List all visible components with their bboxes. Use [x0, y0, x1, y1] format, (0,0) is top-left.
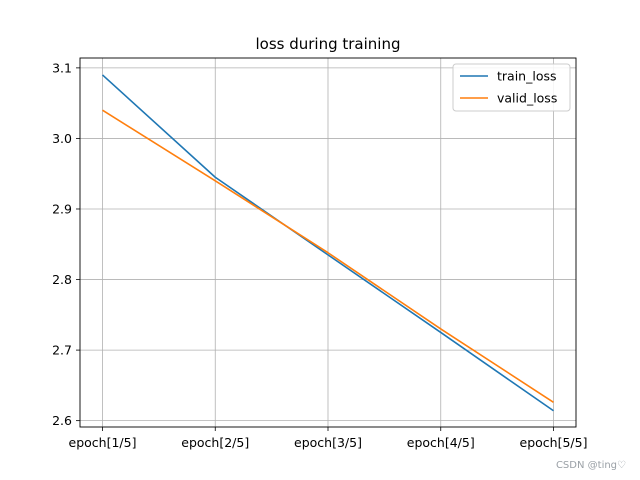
- x-tick-label: epoch[3/5]: [294, 435, 362, 450]
- x-tick-label: epoch[1/5]: [69, 435, 137, 450]
- y-axis-ticks: 2.6 2.7 2.8 2.9 3.0 3.1: [52, 60, 80, 428]
- legend-label: train_loss: [497, 69, 557, 84]
- series-line-valid-loss: [102, 109, 554, 403]
- legend-label: valid_loss: [497, 91, 557, 106]
- series-lines: [101, 74, 554, 412]
- legend: train_loss valid_loss: [452, 63, 571, 112]
- chart-title: loss during training: [255, 35, 400, 53]
- y-tick-label: 2.6: [52, 413, 72, 428]
- x-tick-label: epoch[4/5]: [407, 435, 475, 450]
- grid-lines: [80, 58, 576, 427]
- y-tick-label: 3.0: [52, 131, 72, 146]
- x-tick-label: epoch[2/5]: [181, 435, 249, 450]
- y-tick-label: 3.1: [52, 60, 72, 75]
- y-tick-label: 2.9: [52, 201, 72, 216]
- y-tick-label: 2.8: [52, 272, 72, 287]
- x-axis-ticks: epoch[1/5] epoch[2/5] epoch[3/5] epoch[4/5]…: [69, 427, 588, 450]
- x-tick-label: epoch[5/5]: [520, 435, 588, 450]
- watermark-text: CSDN @ting♡: [555, 460, 626, 471]
- y-tick-label: 2.7: [52, 343, 72, 358]
- series-line-train-loss: [101, 74, 554, 412]
